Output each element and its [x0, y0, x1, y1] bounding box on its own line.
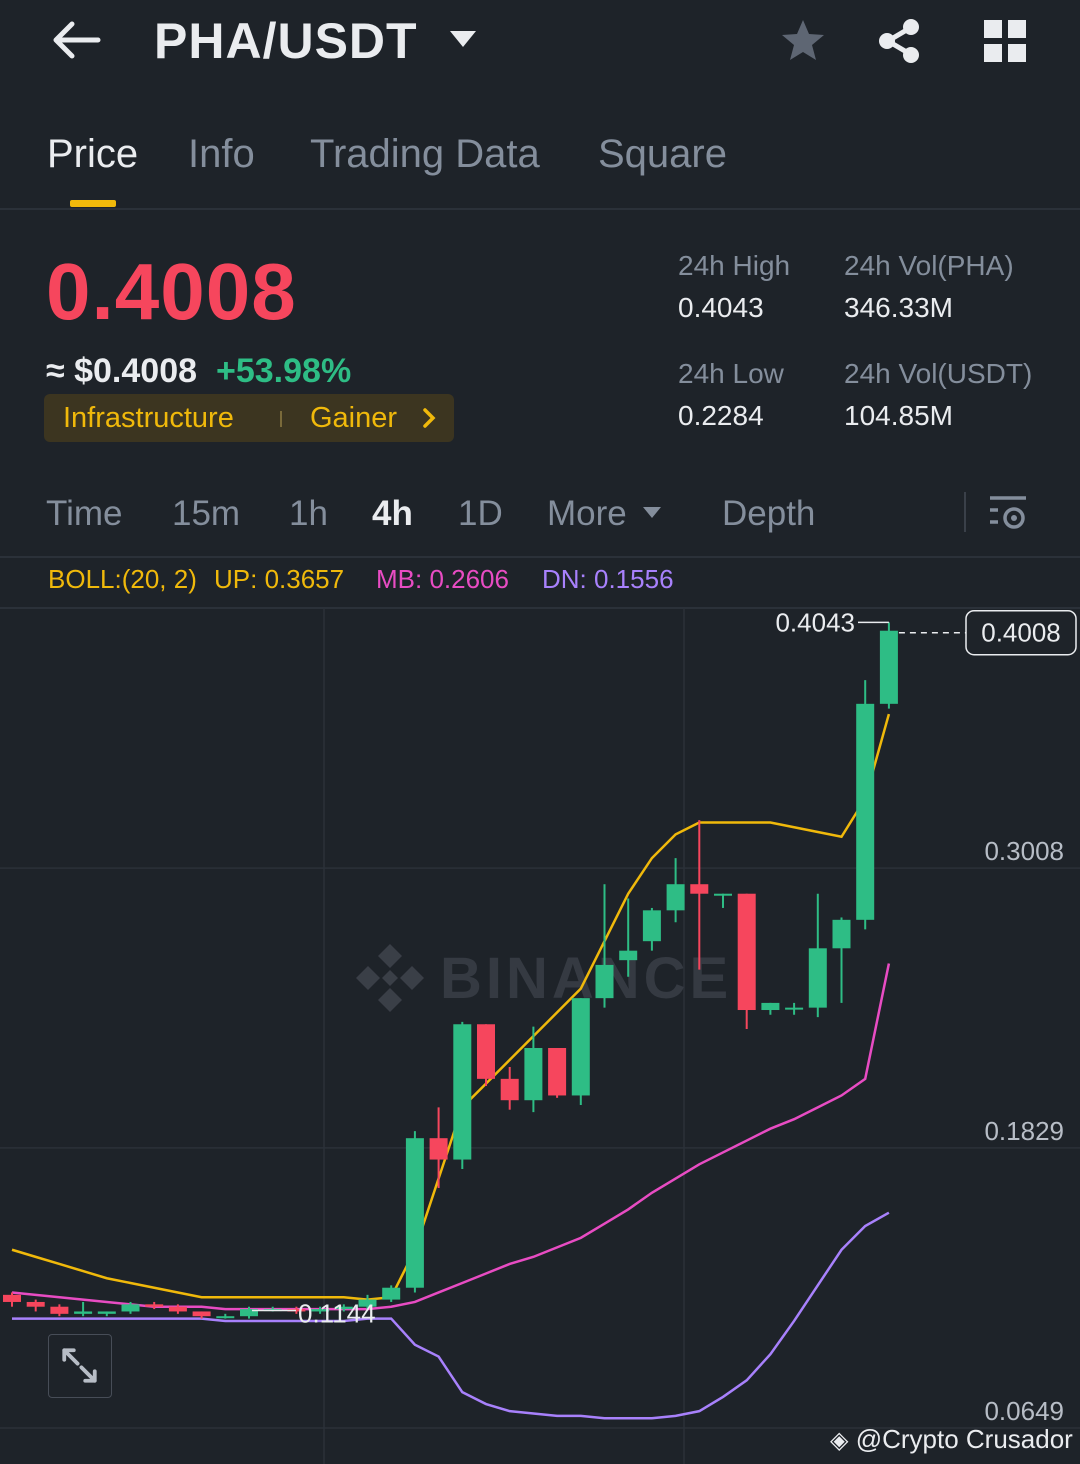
last-price: 0.4008	[46, 247, 297, 336]
candle-body	[74, 1311, 93, 1314]
interval-15m[interactable]: 15m	[172, 494, 241, 533]
boll-up: UP: 0.3657	[214, 564, 345, 594]
candle-body	[97, 1311, 116, 1314]
candle-body	[168, 1306, 187, 1312]
candle-body	[3, 1294, 21, 1302]
vol-base-value: 346.33M	[844, 292, 953, 323]
header: PHA/USDT	[0, 0, 1080, 90]
tag-bar[interactable]	[44, 394, 454, 442]
depth-tab[interactable]: Depth	[722, 494, 816, 533]
candle-body	[358, 1299, 377, 1307]
candle-body	[192, 1311, 211, 1317]
tab-trading-data[interactable]: Trading Data	[310, 132, 540, 176]
candle-body	[785, 1007, 804, 1010]
candle-body	[240, 1309, 258, 1317]
candle-body	[595, 964, 614, 999]
divider	[0, 607, 1080, 609]
expand-icon	[62, 1348, 97, 1383]
share-icon[interactable]	[874, 16, 924, 66]
high-marker-label: 0.4043	[775, 608, 855, 637]
candle-body	[334, 1306, 353, 1310]
candle-body	[50, 1306, 69, 1314]
vol-quote-label: 24h Vol(USDT)	[844, 358, 1033, 389]
candle-body	[690, 884, 709, 894]
candle-body	[287, 1309, 306, 1312]
candle-body	[761, 1002, 780, 1011]
grid-icon[interactable]	[982, 18, 1028, 64]
candle-body	[714, 893, 732, 896]
last-price-tag-text: 0.4008	[981, 618, 1061, 648]
candle-body	[382, 1287, 401, 1300]
trading-pair-title[interactable]: PHA/USDT	[154, 13, 418, 69]
candle-body	[524, 1047, 543, 1101]
candle-body	[832, 919, 851, 949]
tag-separator	[280, 411, 282, 427]
candle-body	[571, 998, 590, 1096]
interval-1d[interactable]: 1D	[458, 494, 503, 533]
credit-text: @Crypto Crusador	[855, 1424, 1073, 1454]
interval-time[interactable]: Time	[46, 494, 123, 533]
fullscreen-button[interactable]	[48, 1334, 112, 1398]
boll-label: BOLL:(20, 2)	[48, 564, 197, 594]
boll-line-dn	[12, 1211, 890, 1420]
y-axis-label: 0.1829	[984, 1116, 1064, 1146]
divider	[0, 208, 1080, 210]
vol-base-label: 24h Vol(PHA)	[844, 250, 1014, 281]
tab-square[interactable]: Square	[598, 132, 727, 176]
tag-infrastructure[interactable]: Infrastructure	[63, 402, 234, 434]
caret-down-icon[interactable]	[642, 506, 662, 520]
candle-body	[311, 1309, 330, 1312]
candle-body	[642, 910, 661, 942]
candle-body	[453, 1024, 472, 1160]
star-icon[interactable]	[778, 16, 828, 66]
tab-info[interactable]: Info	[188, 132, 255, 176]
high-value: 0.4043	[678, 292, 764, 323]
price-change-percent: +53.98%	[216, 352, 352, 390]
credit-watermark: ◈ @Crypto Crusador	[830, 1424, 1073, 1455]
boll-line-up	[11, 713, 891, 1301]
interval-1h[interactable]: 1h	[289, 494, 328, 533]
candle-body	[619, 950, 638, 961]
last-price-tag	[965, 609, 1077, 656]
low-value: 0.2284	[678, 400, 764, 431]
candle-body	[145, 1304, 164, 1307]
candle-body	[405, 1138, 424, 1288]
y-axis-label: 0.0649	[984, 1396, 1064, 1426]
candle-body	[26, 1301, 45, 1307]
candle-body	[808, 948, 827, 1008]
caret-down-icon[interactable]	[448, 28, 478, 50]
high-label: 24h High	[678, 250, 791, 281]
candle-body	[429, 1138, 448, 1160]
y-axis-label: 0.3008	[984, 836, 1064, 866]
binance-diamond-icon: ◈	[830, 1427, 849, 1454]
candle-body	[216, 1316, 235, 1319]
tag-gainer[interactable]: Gainer	[310, 402, 398, 434]
candle-body	[500, 1078, 519, 1101]
active-tab-indicator	[70, 200, 116, 207]
boll-mb: MB: 0.2606	[376, 564, 509, 594]
interval-more[interactable]: More	[547, 494, 627, 533]
fiat-price: ≈ $0.4008	[46, 352, 198, 390]
candle-body	[666, 884, 685, 911]
watermark-logo: BINANCE	[356, 944, 728, 1012]
candle-body	[737, 893, 756, 1011]
interval-4h[interactable]: 4h	[372, 494, 413, 533]
candle-body	[548, 1047, 567, 1096]
boll-dn: DN: 0.1556	[542, 564, 674, 594]
vol-quote-value: 104.85M	[844, 400, 953, 431]
boll-line-mb	[11, 963, 891, 1311]
low-marker-label: 0.1144	[298, 1299, 376, 1329]
back-arrow-icon[interactable]	[48, 18, 104, 62]
candle-body	[121, 1304, 140, 1312]
tab-price[interactable]: Price	[47, 132, 139, 176]
candle-body	[879, 630, 898, 704]
low-label: 24h Low	[678, 358, 784, 389]
candle-body	[856, 703, 875, 920]
divider	[964, 492, 966, 532]
chevron-right-icon[interactable]	[420, 404, 440, 432]
divider	[0, 556, 1080, 558]
chart-settings-icon[interactable]	[986, 490, 1030, 534]
candle-body	[477, 1024, 495, 1079]
